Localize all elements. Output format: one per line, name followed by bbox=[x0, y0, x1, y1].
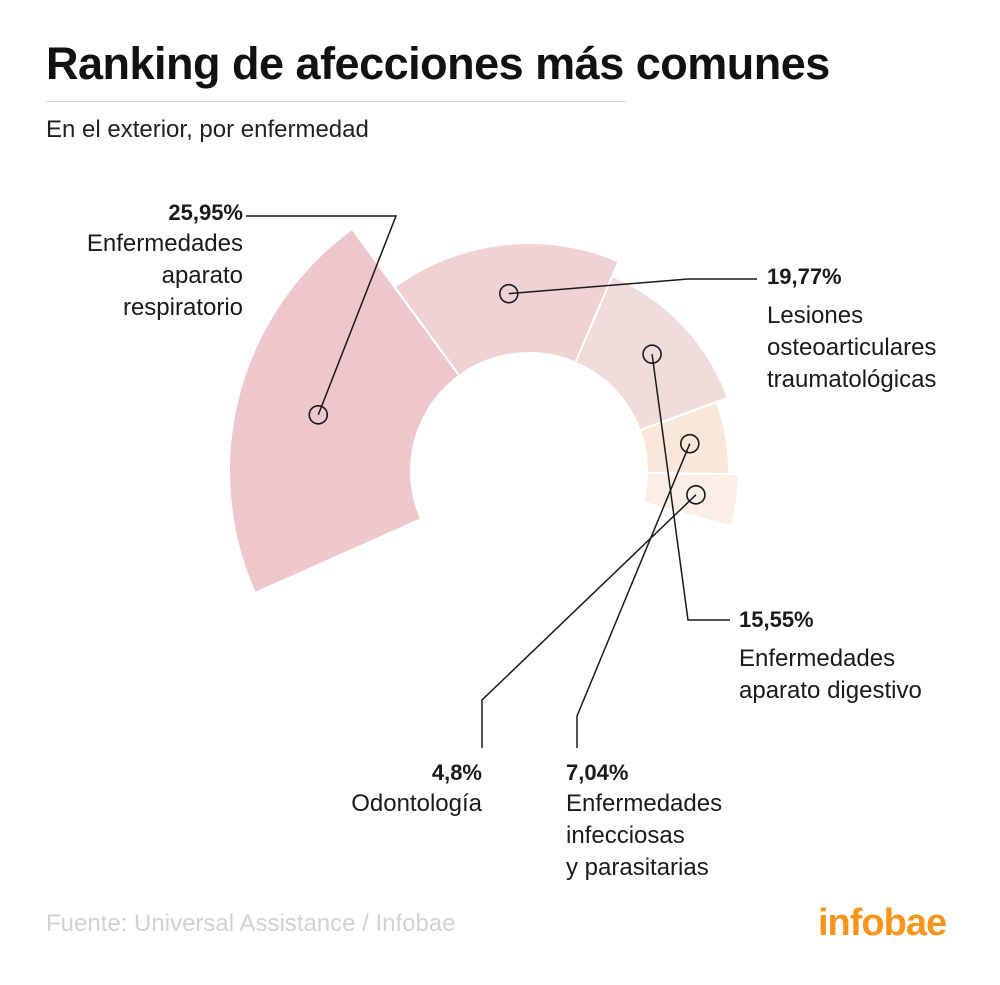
slice-name: Lesiones osteoarticulares traumatológica… bbox=[767, 302, 937, 393]
leader-marker-2 bbox=[642, 344, 662, 364]
slice-label-respiratorio: 25,95% Enfermedades aparato respiratorio bbox=[87, 198, 243, 324]
leader-line-0 bbox=[246, 215, 398, 416]
leader-line-1 bbox=[508, 278, 757, 295]
slice-label-odontologia: 4,8% Odontología bbox=[351, 758, 482, 820]
chart-subtitle: En el exterior, por enfermedad bbox=[46, 116, 369, 143]
slice-percent: 19,77% bbox=[767, 264, 842, 289]
leader-marker-1 bbox=[499, 283, 519, 304]
slice-label-osteoarticulares: 19,77% Lesiones osteoarticulares traumat… bbox=[767, 262, 936, 396]
leader-line-2 bbox=[651, 354, 730, 621]
slice-name: Odontología bbox=[351, 790, 482, 817]
chart-title: Ranking de afecciones más comunes bbox=[46, 38, 830, 89]
slice-percent: 15,55% bbox=[739, 607, 814, 632]
leader-marker-3 bbox=[680, 433, 700, 454]
leader-line-4 bbox=[481, 494, 697, 748]
infobae-logo: infobae bbox=[818, 902, 947, 944]
source-note: Fuente: Universal Assistance / Infobae bbox=[46, 910, 456, 937]
slice-percent: 25,95% bbox=[168, 200, 243, 225]
title-divider bbox=[46, 101, 626, 102]
slice-percent: 7,04% bbox=[566, 760, 629, 785]
leader-marker-4 bbox=[686, 485, 706, 505]
slice-1 bbox=[393, 242, 620, 378]
slice-name: Enfermedades infecciosas y parasitarias bbox=[566, 790, 723, 881]
leader-marker-0 bbox=[308, 405, 329, 425]
slice-name: Enfermedades aparato digestivo bbox=[739, 645, 922, 704]
slice-name: Enfermedades aparato respiratorio bbox=[86, 230, 243, 321]
slice-label-infecciosas: 7,04% Enfermedades infecciosas y parasit… bbox=[566, 758, 722, 884]
slice-0 bbox=[228, 227, 461, 595]
slice-percent: 4,8% bbox=[431, 760, 482, 785]
leader-line-3 bbox=[576, 443, 691, 748]
slice-label-digestivo: 15,55% Enfermedades aparato digestivo bbox=[739, 605, 922, 707]
slice-2 bbox=[574, 274, 730, 432]
